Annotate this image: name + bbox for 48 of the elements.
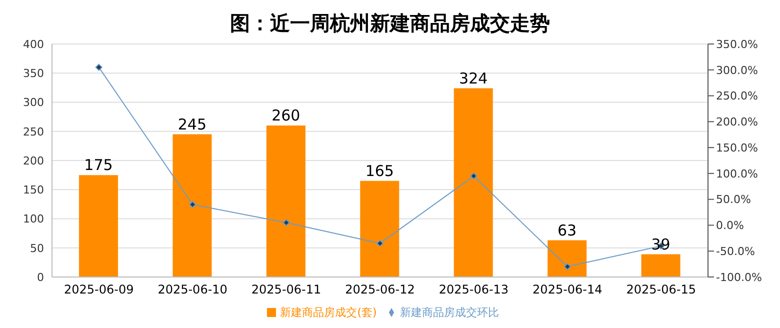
x-tick-label: 2025-06-14 (532, 282, 602, 297)
data-label: 245 (178, 115, 207, 134)
y2-tick-label: 250.0% (716, 90, 758, 103)
point (95, 64, 102, 71)
point (470, 172, 478, 180)
bar (641, 254, 680, 277)
y-tick-label: 350 (23, 67, 44, 80)
bar (172, 134, 212, 277)
point (376, 240, 384, 247)
y2-tick-label: 150.0% (716, 141, 758, 154)
x-tick-label: 2025-06-13 (438, 282, 509, 297)
y2-tick-label: 300.0% (716, 64, 758, 77)
bar (454, 88, 493, 277)
data-label: 324 (459, 69, 488, 88)
data-label: 165 (365, 162, 394, 180)
y-tick-label: 250 (23, 125, 44, 138)
y-tick-label: 150 (23, 184, 44, 197)
x-tick-label: 2025-06-09 (64, 282, 134, 297)
y2-tick-label: -50.0% (716, 245, 755, 258)
y2-tick-label: 350.0% (716, 38, 758, 51)
y-tick-label: 300 (23, 96, 44, 110)
x-tick-label: 2025-06-10 (158, 282, 228, 297)
y2-tick-label: 200.0% (716, 116, 758, 129)
y-tick-label: 0 (37, 270, 44, 284)
point (282, 219, 290, 226)
legend-label: 新建商品房成交环比 (400, 306, 499, 319)
y2-tick-label: -100.0% (716, 270, 762, 284)
x-tick-label: 2025-06-12 (345, 282, 415, 297)
data-label: 63 (558, 221, 577, 240)
y-tick-label: 200 (23, 154, 44, 168)
x-tick-label: 2025-06-15 (626, 282, 696, 297)
data-label: 175 (84, 156, 113, 174)
point (564, 263, 571, 270)
x-tick-label: 2025-06-11 (251, 282, 322, 297)
y-tick-label: 100 (23, 212, 44, 226)
bar (79, 175, 118, 277)
y2-tick-label: 0.0% (716, 219, 744, 232)
y2-tick-label: 100.0% (716, 167, 758, 180)
bar (360, 180, 400, 277)
bar (266, 126, 306, 277)
legend-label: 新建商品房成交(套) (280, 306, 377, 319)
y2-tick-label: 50.0% (716, 193, 751, 206)
chart-title: 图：近一周杭州新建商品房成交走势 (229, 10, 551, 37)
y-tick-label: 50 (30, 242, 44, 255)
data-label: 260 (272, 106, 300, 125)
bar (548, 240, 587, 277)
point (189, 201, 196, 208)
y-tick-label: 400 (23, 38, 44, 51)
